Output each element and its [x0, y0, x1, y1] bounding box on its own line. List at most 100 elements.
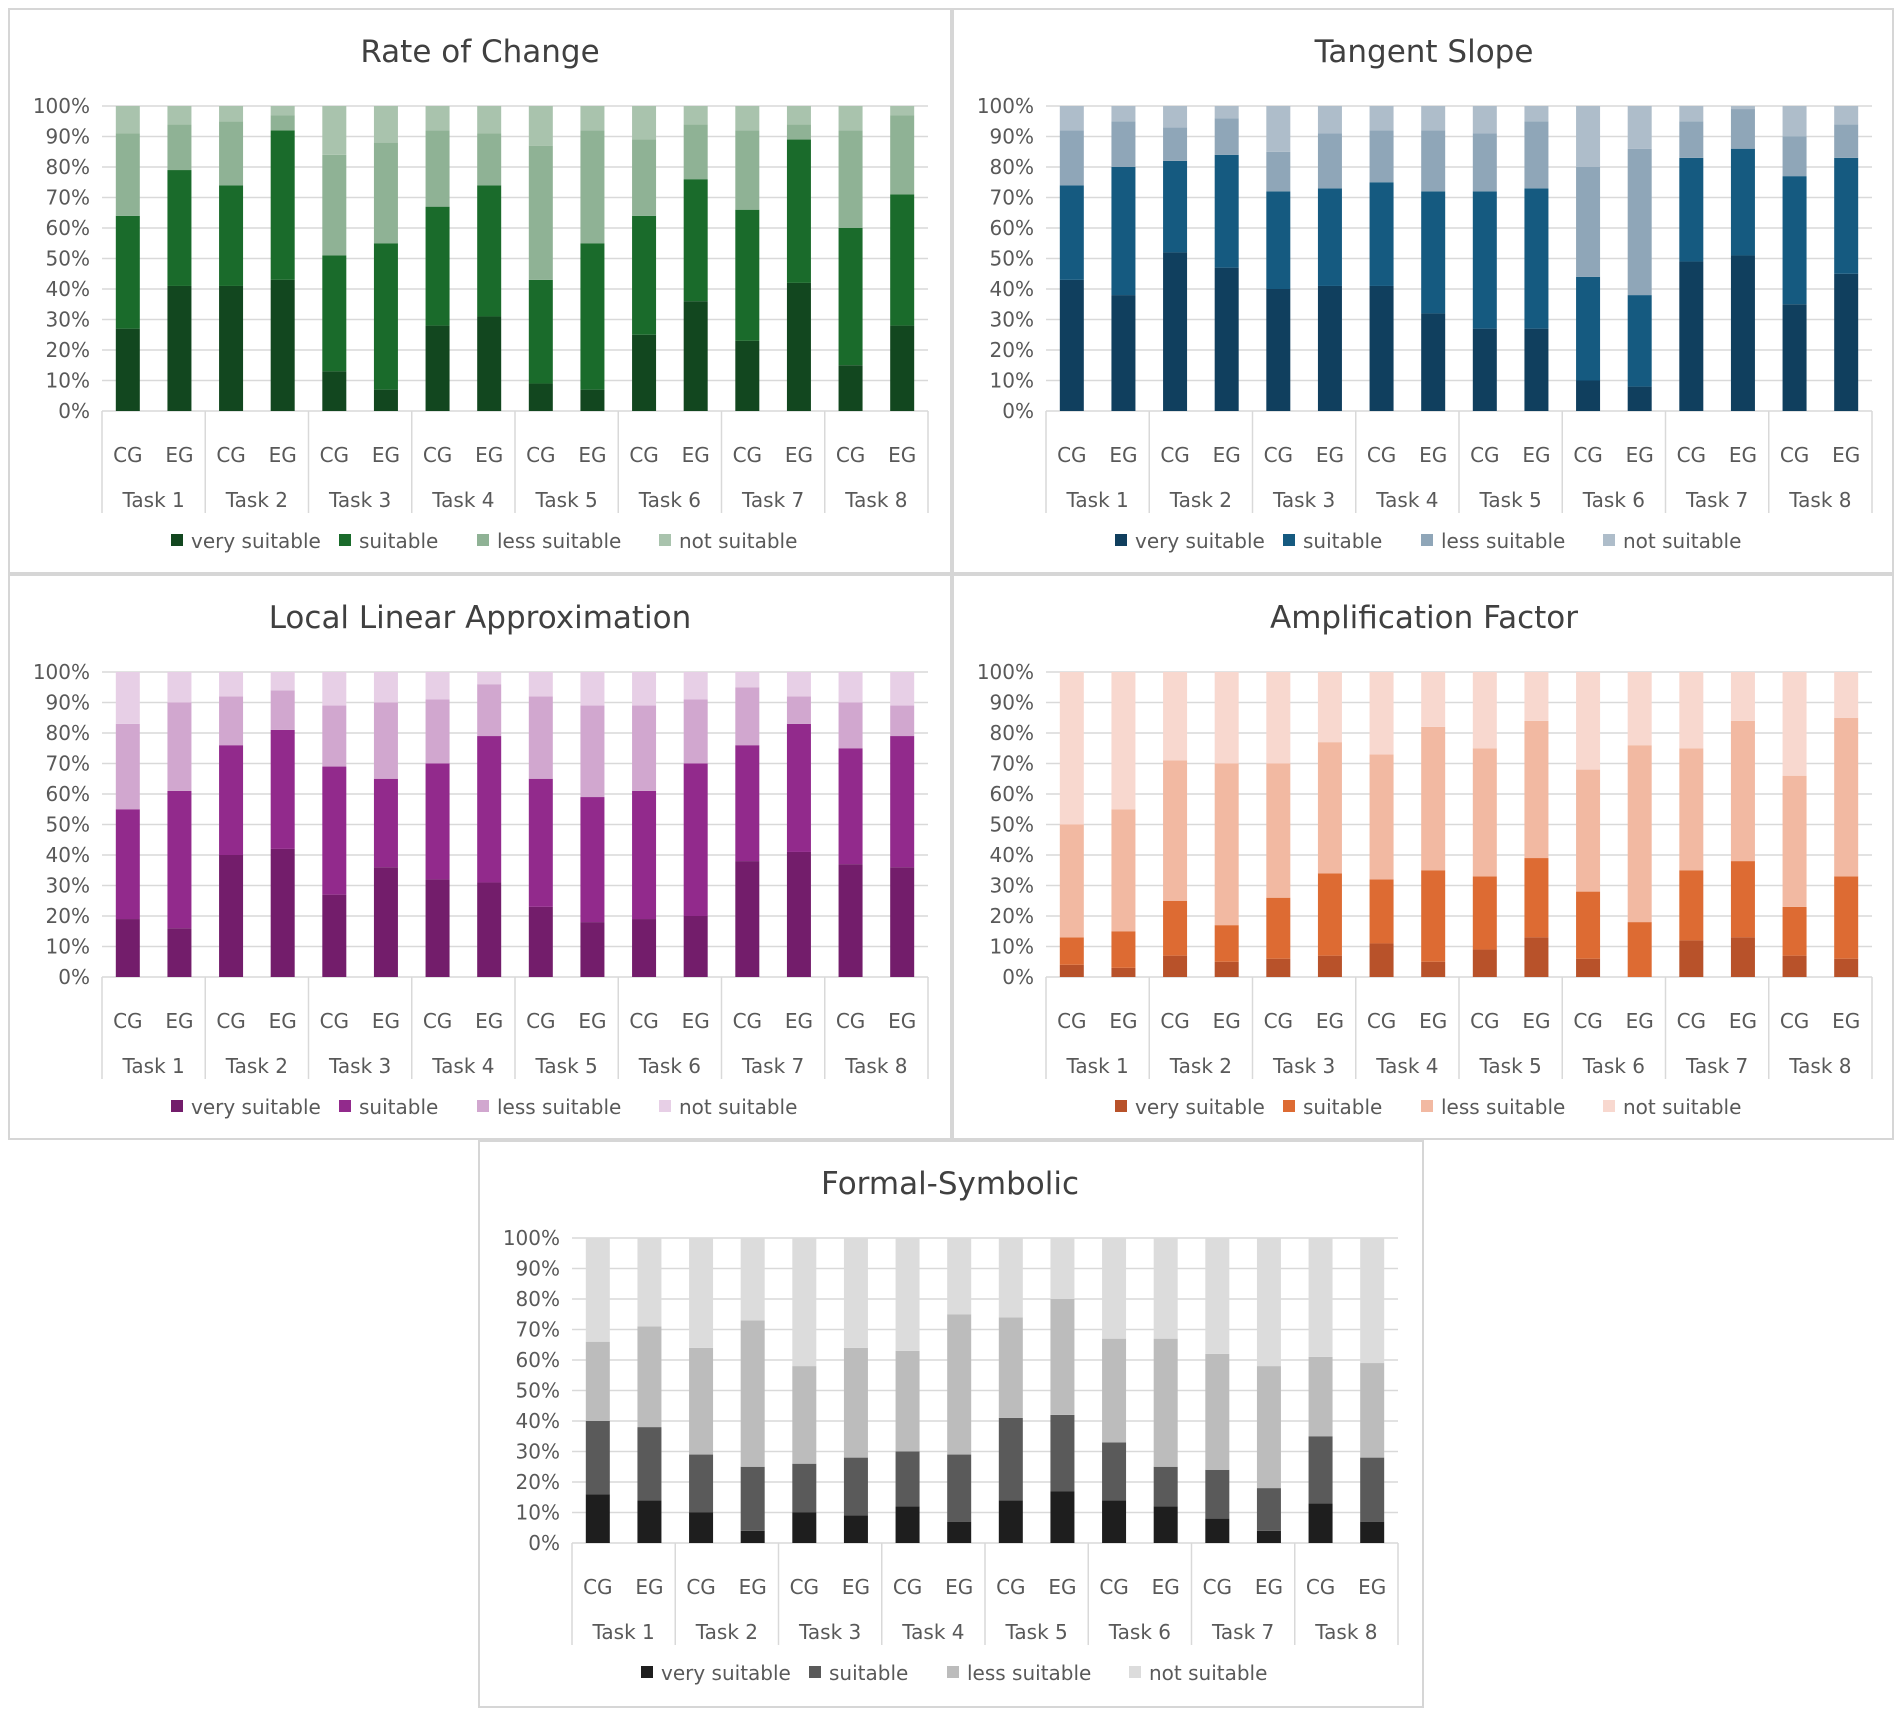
- bar-segment: [1730, 672, 1755, 721]
- x-group-label: CG: [1057, 1009, 1086, 1033]
- bar-segment: [1730, 255, 1755, 411]
- y-tick-label: 0%: [58, 965, 90, 989]
- y-tick-label: 40%: [990, 277, 1034, 301]
- bar-segment: [373, 672, 398, 703]
- bar-segment: [1317, 742, 1342, 874]
- bar-segment: [580, 130, 605, 244]
- bar-segment: [1059, 824, 1084, 938]
- x-task-label: Task 6: [1582, 1054, 1645, 1078]
- bar-segment: [1782, 136, 1807, 177]
- legend-label: suitable: [1303, 529, 1382, 553]
- x-group-label: EG: [165, 443, 193, 467]
- bar-segment: [167, 170, 192, 286]
- legend-swatch: [1283, 534, 1295, 546]
- x-group-label: CG: [1780, 443, 1809, 467]
- x-task-label: Task 6: [638, 1054, 701, 1078]
- bar-segment: [740, 1530, 765, 1543]
- bar-segment: [1153, 1506, 1178, 1543]
- bar-segment: [1576, 106, 1601, 167]
- bar-segment: [1782, 906, 1807, 956]
- y-tick-label: 90%: [46, 125, 90, 149]
- bar-segment: [1163, 672, 1188, 761]
- y-tick-label: 0%: [58, 399, 90, 423]
- bar-segment: [890, 194, 915, 326]
- x-group-label: CG: [629, 443, 658, 467]
- bar-segment: [1102, 1500, 1127, 1543]
- bar-segment: [270, 115, 295, 131]
- bar-segment: [528, 672, 553, 697]
- x-group-label: CG: [216, 443, 245, 467]
- x-group-label: CG: [113, 1009, 142, 1033]
- x-group-label: EG: [1419, 1009, 1447, 1033]
- bar-segment: [1059, 106, 1084, 131]
- bar-segment: [1256, 1488, 1281, 1531]
- bar-segment: [689, 1347, 714, 1455]
- bar-segment: [786, 696, 811, 724]
- y-tick-label: 100%: [503, 1226, 560, 1250]
- bar-segment: [580, 797, 605, 923]
- bar-segment: [890, 867, 915, 977]
- bar-segment: [1369, 182, 1394, 286]
- legend-swatch: [659, 534, 671, 546]
- bar-segment: [270, 729, 295, 849]
- bar-segment: [425, 325, 450, 411]
- x-group-label: CG: [1264, 443, 1293, 467]
- bar-segment: [1163, 106, 1188, 128]
- bar-segment: [1524, 858, 1549, 938]
- bar-segment: [792, 1238, 817, 1367]
- x-group-label: EG: [269, 1009, 297, 1033]
- y-tick-label: 20%: [990, 904, 1034, 928]
- x-task-label: Task 4: [1375, 1054, 1438, 1078]
- x-group-label: CG: [1573, 443, 1602, 467]
- bar-segment: [1102, 1442, 1127, 1501]
- x-group-label: CG: [893, 1575, 922, 1599]
- chart-title: Formal-Symbolic: [821, 1166, 1079, 1202]
- bar-segment: [1214, 106, 1239, 119]
- bar-segment: [1308, 1238, 1333, 1357]
- bar-segment: [838, 864, 863, 977]
- x-group-label: CG: [320, 443, 349, 467]
- legend-label: not suitable: [679, 1095, 797, 1119]
- x-group-label: CG: [216, 1009, 245, 1033]
- bar-segment: [1834, 124, 1859, 158]
- x-group-label: EG: [1048, 1575, 1076, 1599]
- x-group-label: EG: [1626, 1009, 1654, 1033]
- bar-segment: [1111, 809, 1136, 932]
- bar-segment: [735, 672, 760, 688]
- bar-segment: [477, 106, 502, 134]
- x-group-label: EG: [1316, 1009, 1344, 1033]
- bar-segment: [890, 106, 915, 116]
- x-task-label: Task 3: [328, 488, 391, 512]
- bar-segment: [683, 699, 708, 764]
- chart-title: Amplification Factor: [1270, 600, 1578, 636]
- x-task-label: Task 6: [1582, 488, 1645, 512]
- bar-segment: [786, 851, 811, 977]
- bar-segment: [1360, 1363, 1385, 1458]
- bar-segment: [637, 1427, 662, 1501]
- x-group-label: CG: [1677, 443, 1706, 467]
- legend-swatch: [1129, 1666, 1141, 1678]
- x-group-label: EG: [842, 1575, 870, 1599]
- bar-segment: [1679, 870, 1704, 941]
- bar-segment: [786, 723, 811, 852]
- bar-segment: [1163, 252, 1188, 411]
- bar-segment: [1421, 130, 1446, 192]
- bar-segment: [477, 672, 502, 685]
- bar-segment: [425, 699, 450, 764]
- x-group-label: EG: [1522, 443, 1550, 467]
- bar-segment: [322, 154, 347, 256]
- x-task-label: Task 7: [741, 1054, 804, 1078]
- bar-segment: [838, 672, 863, 703]
- bar-segment: [792, 1512, 817, 1543]
- y-tick-label: 70%: [46, 752, 90, 776]
- x-group-label: CG: [790, 1575, 819, 1599]
- bar-segment: [1834, 958, 1859, 977]
- bar-segment: [322, 672, 347, 706]
- x-group-label: CG: [320, 1009, 349, 1033]
- x-group-label: EG: [1109, 1009, 1137, 1033]
- bar-segment: [1205, 1353, 1230, 1470]
- bar-segment: [1256, 1366, 1281, 1489]
- bar-segment: [786, 139, 811, 283]
- bar-segment: [890, 325, 915, 411]
- y-tick-label: 50%: [990, 813, 1034, 837]
